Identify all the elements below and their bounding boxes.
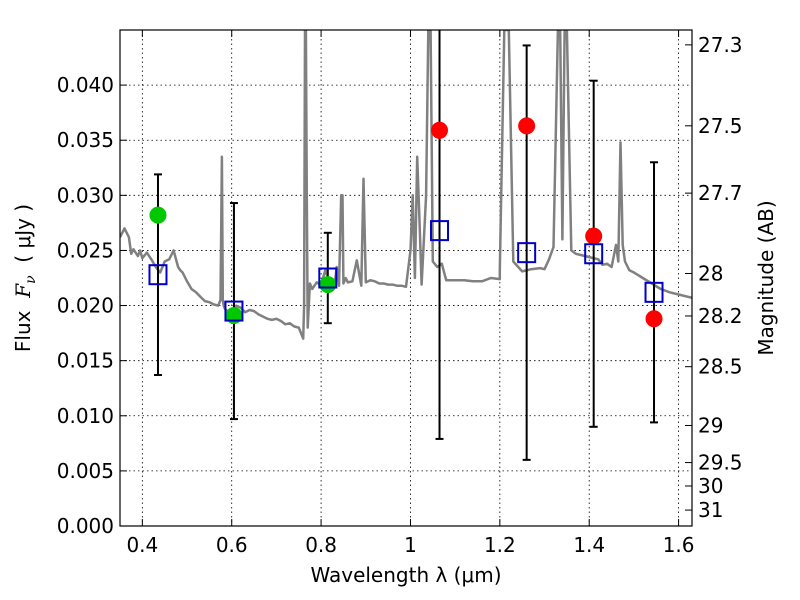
model-square <box>224 300 244 322</box>
plot-frame <box>119 29 693 527</box>
y-tick-label: 0.025 <box>57 238 114 262</box>
y-tick-label: 0.005 <box>57 459 114 483</box>
red-point <box>431 121 449 139</box>
y2-tick-label: 29 <box>698 413 723 437</box>
y2-tick-label: 28 <box>698 261 723 285</box>
model-square <box>318 267 338 289</box>
y-tick-label: 0.035 <box>57 128 114 152</box>
model-square <box>430 220 450 242</box>
y2-tick-label: 27.5 <box>698 114 743 138</box>
y-tick-label: 0.040 <box>57 73 114 97</box>
green-point <box>149 206 167 224</box>
y2-tick-label: 31 <box>698 498 723 522</box>
y-tick-label: 0.020 <box>57 294 114 318</box>
red-point <box>585 227 603 245</box>
model-square <box>644 281 664 303</box>
x-tick-label: 0.4 <box>126 533 158 557</box>
plot-area <box>120 30 692 461</box>
x-tick-label: 1.6 <box>663 533 695 557</box>
green-point <box>319 276 337 294</box>
model-square <box>584 243 604 265</box>
y2-tick-label: 28.2 <box>698 304 743 328</box>
y2-tick-label: 28.5 <box>698 355 743 379</box>
model-square <box>517 242 537 264</box>
x-tick-label: 1 <box>404 533 417 557</box>
y-axis-title: Flux Fν ( μJy ) <box>11 204 39 352</box>
x-tick-label: 0.8 <box>305 533 337 557</box>
x-tick-label: 0.6 <box>216 533 248 557</box>
y-tick-label: 0.010 <box>57 404 114 428</box>
model-square <box>148 264 168 286</box>
spectrum-line <box>120 30 692 340</box>
y2-tick-label: 27.7 <box>698 181 743 205</box>
y2-tick-label: 27.3 <box>698 33 743 57</box>
red-point <box>518 117 536 135</box>
x-tick-label: 1.2 <box>484 533 516 557</box>
y-tick-label: 0.030 <box>57 183 114 207</box>
axes: 0.4 0.6 0.8 1 1.2 1.4 1.6 0.000 0.005 0.010 0.015 0… <box>57 30 743 557</box>
y-tick-label: 0.015 <box>57 349 114 373</box>
y2-axis-title: Magnitude (AB) <box>754 200 778 355</box>
y2-tick-label: 29.5 <box>698 451 743 475</box>
red-point <box>645 310 663 328</box>
x-tick-label: 1.4 <box>573 533 605 557</box>
y2-tick-label: 30 <box>698 474 723 498</box>
y-tick-label: 0.000 <box>57 514 114 538</box>
x-axis-title: Wavelength λ (μm) <box>310 563 501 587</box>
